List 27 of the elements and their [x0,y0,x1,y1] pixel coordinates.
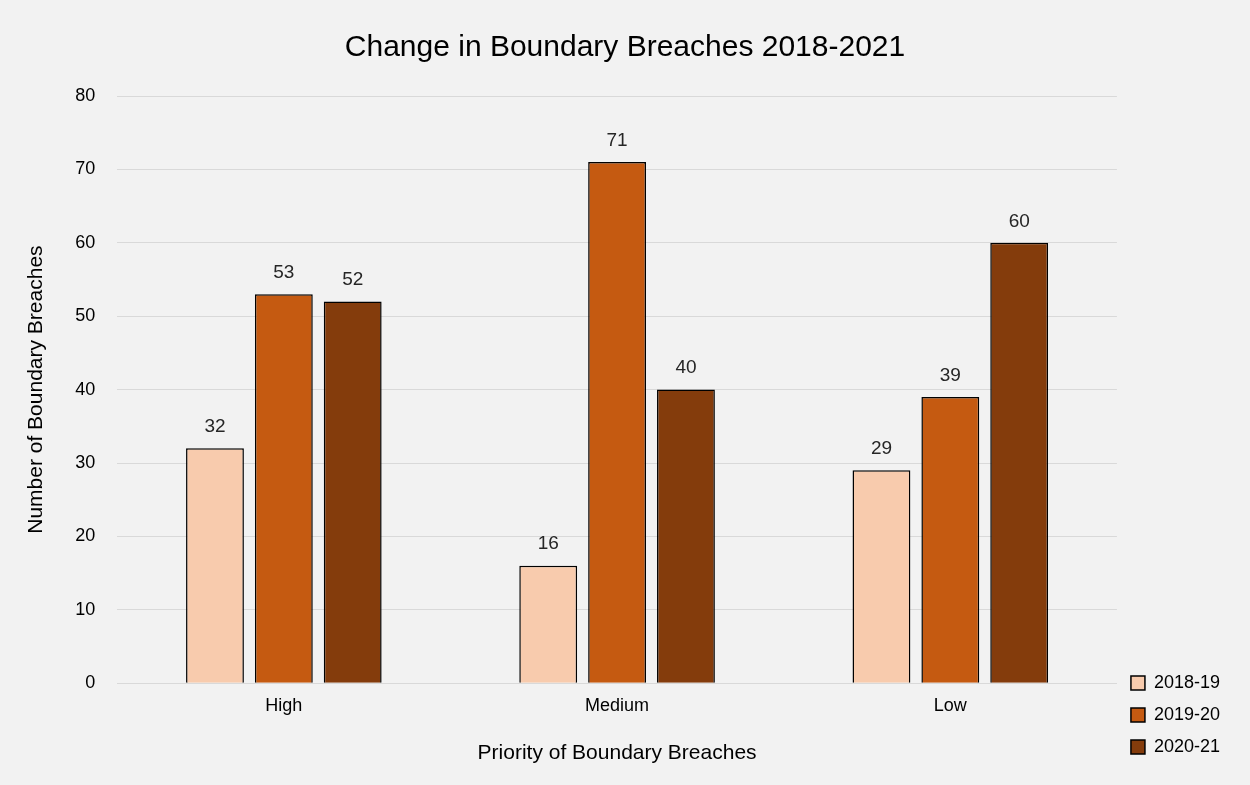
data-label: 29 [870,437,893,459]
x-axis-title: Priority of Boundary Breaches [477,740,757,764]
chart-title: Change in Boundary Breaches 2018-2021 [344,29,906,63]
x-tick-label: High [265,694,303,715]
data-label: 52 [342,268,364,290]
data-label: 16 [537,532,559,554]
data-label: 53 [273,260,295,282]
data-label: 71 [606,128,628,150]
legend-label: 2020-21 [1153,735,1220,756]
x-tick-label: Medium [585,694,650,715]
y-tick-label: 10 [75,598,96,619]
data-label: 32 [204,415,226,437]
y-tick-label: 60 [75,231,96,252]
y-tick-label: 0 [85,672,96,693]
data-label: 40 [675,356,697,378]
x-tick-label: Low [933,694,968,715]
legend-label: 2018-19 [1153,671,1220,692]
y-tick-label: 40 [75,378,96,399]
y-tick-label: 30 [75,451,96,472]
y-tick-label: 70 [75,158,96,179]
data-label: 39 [939,363,961,385]
y-tick-label: 50 [75,305,96,326]
y-tick-label: 20 [75,525,96,546]
legend-label: 2019-20 [1153,703,1220,724]
y-axis-title: Number of Boundary Breaches [23,245,47,534]
y-tick-label: 80 [75,84,96,105]
data-label: 60 [1008,209,1030,231]
